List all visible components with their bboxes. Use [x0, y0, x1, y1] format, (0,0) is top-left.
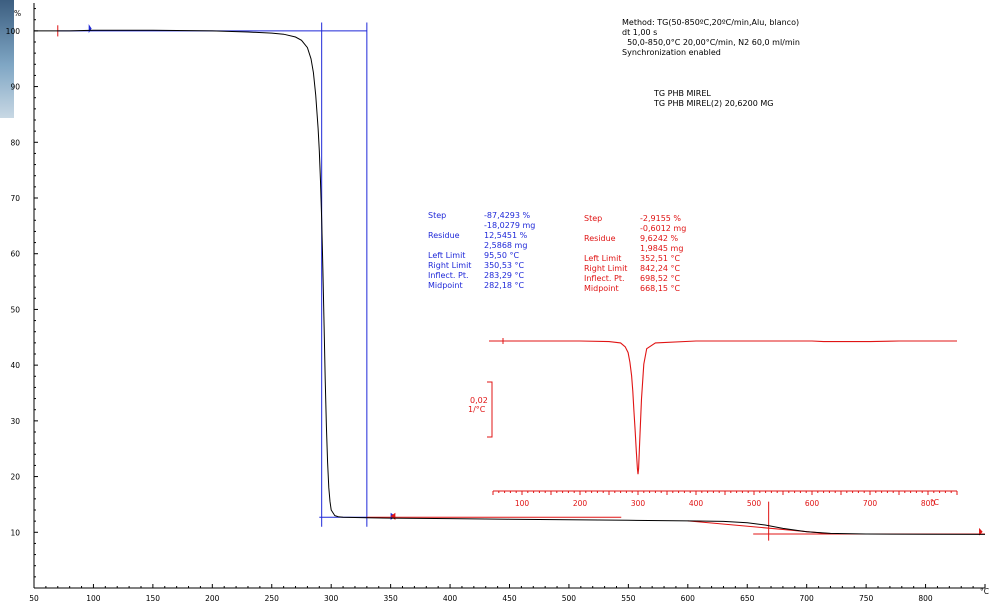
result-value: 352,51 °C	[640, 254, 681, 263]
method-line: Method: TG(50-850ºC,20ºC/min,Alu, blanco…	[622, 18, 799, 27]
x-tick-label: 200	[205, 594, 220, 602]
result-label: Residue	[584, 234, 616, 243]
left-limit-flag	[88, 24, 92, 34]
method-line: dt 1,00 s	[622, 28, 657, 37]
result-value: 1,9845 mg	[640, 244, 683, 253]
result-value: 95,50 °C	[484, 251, 519, 260]
inset-tick-label: 300	[631, 499, 646, 508]
result-label: Midpoint	[584, 284, 619, 293]
x-tick-label: 450	[502, 594, 517, 602]
method-header: Method: TG(50-850ºC,20ºC/min,Alu, blanco…	[622, 18, 800, 57]
result-value: -2,9155 %	[640, 214, 681, 223]
inset-tick-label: 800	[921, 499, 936, 508]
dtg-curve	[489, 340, 957, 475]
result-label: Residue	[428, 231, 460, 240]
sample-line: TG PHB MIREL(2) 20,6200 MG	[653, 99, 773, 108]
result-label: Right Limit	[428, 261, 471, 270]
sample-line: TG PHB MIREL	[653, 89, 711, 98]
y-tick-label: 70	[10, 194, 20, 203]
scale-unit: 1/°C	[468, 405, 486, 414]
result-value: -18,0279 mg	[484, 221, 535, 230]
x-tick-label: 350	[383, 594, 398, 602]
sample-header: TG PHB MIREL TG PHB MIREL(2) 20,6200 MG	[653, 89, 773, 108]
red-right-limit-flag	[979, 527, 983, 536]
result-value: 12,5451 %	[484, 231, 528, 240]
y-tick-label: 90	[10, 83, 20, 92]
result-value: 698,52 °C	[640, 274, 681, 283]
inset-tick-label: 700	[863, 499, 878, 508]
inset-tick-label: 200	[573, 499, 588, 508]
y-tick-label: 20	[10, 473, 20, 482]
x-tick-label: 600	[681, 594, 696, 602]
result-value: 2,5868 mg	[484, 241, 527, 250]
inset-tick-label: 400	[689, 499, 704, 508]
x-tick-label: 800	[918, 594, 933, 602]
inset-x-unit-label: °C	[930, 498, 939, 507]
window-edge-decoration	[0, 0, 14, 118]
y-tick-label: 80	[10, 138, 20, 147]
result-label: Right Limit	[584, 264, 627, 273]
result-value: 350,53 °C	[484, 261, 525, 270]
x-tick-label: 750	[859, 594, 874, 602]
result-label: Left Limit	[584, 254, 621, 263]
result-label: Left Limit	[428, 251, 465, 260]
x-unit-label: °C	[980, 587, 989, 596]
results-red: Step -2,9155 % -0,6012 mg Residue 9,6242…	[584, 214, 686, 293]
scale-bar	[487, 381, 493, 438]
results-blue: Step -87,4293 % -18,0279 mg Residue 12,5…	[428, 211, 535, 290]
y-tick-label: 60	[10, 250, 20, 259]
y-tick-label: 50	[10, 305, 20, 314]
result-value: 9,6242 %	[640, 234, 679, 243]
inset-tick-label: 500	[747, 499, 762, 508]
result-label: Step	[428, 211, 446, 220]
result-value: 668,15 °C	[640, 284, 681, 293]
x-tick-label: 700	[800, 594, 815, 602]
result-value: 283,29 °C	[484, 271, 525, 280]
result-value: -87,4293 %	[484, 211, 531, 220]
x-tick-label: 300	[324, 594, 339, 602]
result-value: -0,6012 mg	[640, 224, 686, 233]
result-label: Midpoint	[428, 281, 463, 290]
result-label: Step	[584, 214, 602, 223]
scale-value: 0,02	[470, 396, 488, 405]
x-tick-label: 100	[86, 594, 101, 602]
tg-curve	[34, 29, 986, 535]
y-unit-label: %	[14, 9, 21, 18]
y-tick-label: 40	[10, 361, 20, 370]
method-line: Synchronization enabled	[622, 48, 721, 57]
x-tick-label: 500	[562, 594, 577, 602]
x-tick-label: 250	[265, 594, 280, 602]
x-tick-label: 550	[621, 594, 636, 602]
y-tick-label: 30	[10, 417, 20, 426]
y-tick-label: 10	[10, 528, 20, 537]
x-tick-label: 150	[146, 594, 161, 602]
result-label: Inflect. Pt.	[584, 274, 625, 283]
inset-tick-label: 100	[515, 499, 530, 508]
main-axes: 50 100 150 200 250 300 350 400 450 500 550 600 650 70…	[6, 3, 986, 602]
x-tick-label: 400	[443, 594, 458, 602]
x-tick-label: 50	[29, 594, 39, 602]
method-line: 50,0-850,0°C 20,00°C/min, N2 60,0 ml/min	[622, 38, 800, 47]
dtg-inset-axes: 100 200 300 400 500 600 700 800	[492, 338, 958, 508]
result-value: 842,24 °C	[640, 264, 681, 273]
x-tick-label: 650	[740, 594, 755, 602]
inset-tick-label: 600	[805, 499, 820, 508]
y-tick-label: 100	[6, 27, 21, 36]
result-label: Inflect. Pt.	[428, 271, 469, 280]
result-value: 282,18 °C	[484, 281, 525, 290]
